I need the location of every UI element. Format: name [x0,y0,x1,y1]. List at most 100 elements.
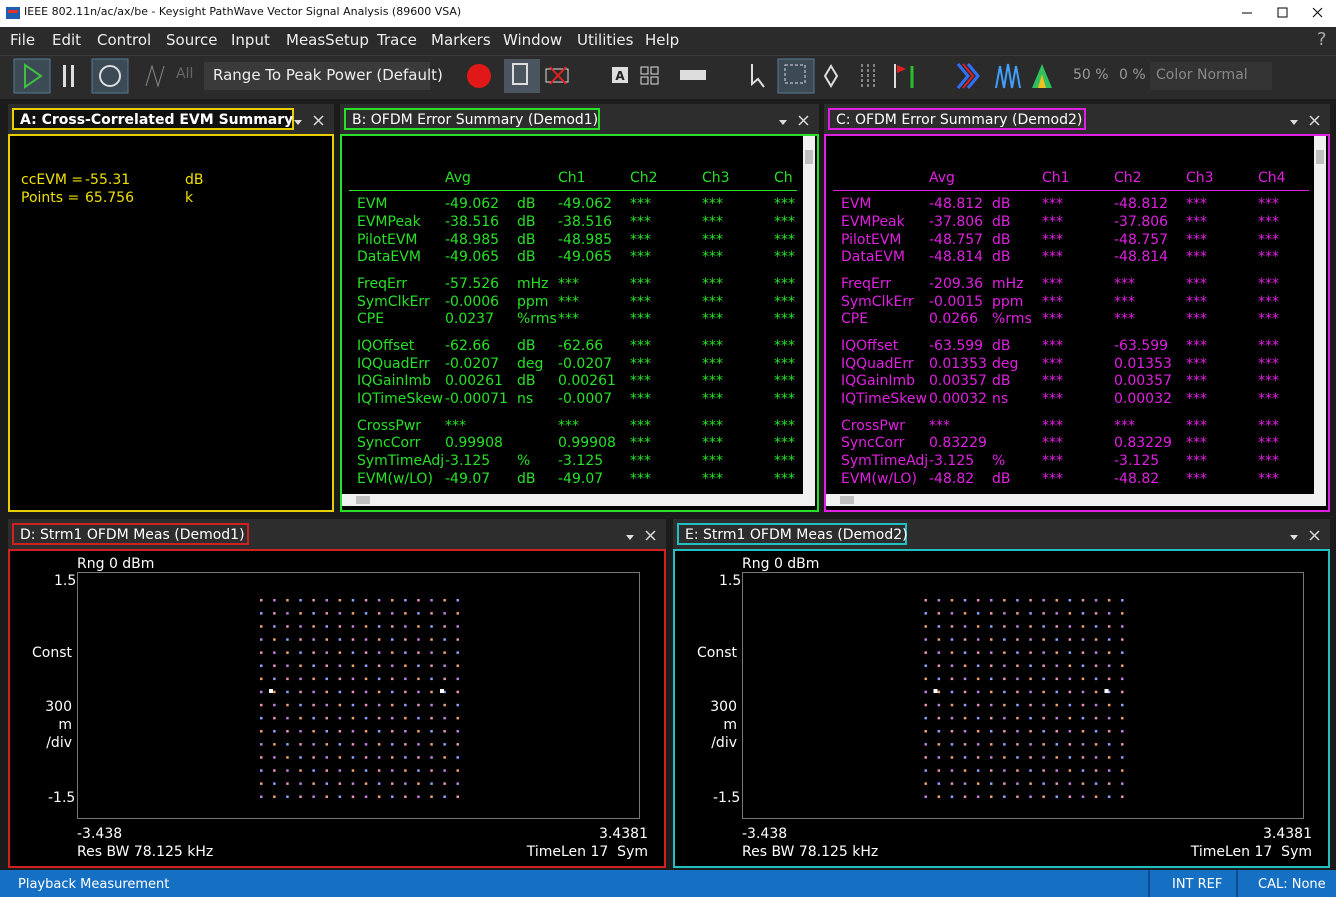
scrollbar-v[interactable] [803,136,815,494]
row-channel: *** [702,355,723,372]
time-len: TimeLen 17 Sym [526,844,648,860]
panel-body: Avg Ch1 Ch2 Ch3 Ch4 EVM -48.812 dB *** -48.812 ***… [824,134,1330,512]
panel: B: OFDM Error Summary (Demod1) Avg Ch1 Ch2 C… [340,104,819,512]
row-avg: -37.806 [929,213,984,230]
row-avg: 0.01353 [929,355,987,372]
row-avg: -49.062 [445,196,500,212]
panel-controls[interactable] [775,112,815,132]
menu-item[interactable]: File [10,31,36,49]
row-channel: *** [702,337,723,354]
row-avg: *** [445,417,466,434]
row-name: PilotEVM [841,231,902,248]
row-avg: -62.66 [445,337,491,354]
panel-controls[interactable] [1286,527,1326,547]
scrollbar-h[interactable] [342,494,815,506]
scrollbar-v[interactable] [1314,136,1326,494]
menu-item[interactable]: MeasSetup [286,31,369,49]
column-header: Ch3 [1186,170,1214,186]
row-channel: *** [630,249,651,266]
row-avg: -48.985 [445,231,500,248]
row-channel: *** [774,293,795,310]
scrollbar-thumb[interactable] [840,496,854,504]
row-channel: *** [774,417,795,434]
row-unit: dB [992,249,1011,266]
y-scale-label: m [58,717,72,733]
range-dropdown[interactable]: Range To Peak Power (Default) [213,66,443,84]
summary-unit: dB [185,172,204,188]
menu-item[interactable]: Control [97,31,152,49]
row-channel: *** [630,373,651,390]
panel-tab[interactable]: B: OFDM Error Summary (Demod1) [344,108,600,130]
window-controls[interactable] [1236,0,1336,27]
row-unit: %rms [517,311,557,328]
panel-tab[interactable]: E: Strm1 OFDM Meas (Demod2) [677,523,908,545]
summary-value: 65.756 [85,190,134,206]
row-unit: deg [992,355,1019,372]
row-channel: 0.01353 [1114,355,1172,372]
row-channel: *** [702,196,723,212]
panel-tab[interactable]: A: Cross-Correlated EVM Summary [12,108,294,130]
menu-item[interactable]: Source [166,31,218,49]
title-bar [0,0,1336,27]
row-name: SymTimeAdj [841,453,929,470]
row-channel: *** [558,311,579,328]
row-channel: *** [1258,231,1279,248]
panel-controls[interactable] [622,527,662,547]
row-channel: -3.125 [1114,453,1160,470]
column-header: Ch2 [630,170,658,186]
row-channel: *** [774,373,795,390]
y-scale-label: Const [32,645,72,661]
scrollbar-h[interactable] [826,494,1326,506]
menu-item[interactable]: Markers [431,31,491,49]
row-channel: *** [774,231,795,248]
toolbar-label: All [176,66,194,82]
row-channel: *** [1186,391,1207,408]
row-channel: *** [558,417,579,434]
row-channel: *** [774,453,795,470]
row-channel: -38.516 [558,213,613,230]
toolbar: A [0,55,1336,99]
row-channel: -0.0207 [558,355,613,372]
row-channel: -62.66 [558,337,604,354]
row-channel: *** [774,355,795,372]
panel-controls[interactable] [1286,112,1326,132]
row-avg: -48.757 [929,231,984,248]
row-unit: dB [517,373,536,390]
row-unit: mHz [517,275,549,292]
x-right-label: 3.4381 [1263,826,1312,842]
row-channel: *** [1186,231,1207,248]
row-channel: *** [1042,196,1063,212]
menu-item[interactable]: Utilities [577,31,634,49]
row-unit: % [992,453,1006,470]
row-name: EVM(w/LO) [841,471,917,487]
row-unit: ppm [992,293,1024,310]
row-name: CPE [841,311,869,328]
panel-tab[interactable]: C: OFDM Error Summary (Demod2) [828,108,1086,130]
row-channel: *** [1114,293,1135,310]
scrollbar-thumb[interactable] [356,496,370,504]
row-channel: -48.814 [1114,249,1169,266]
menu-item[interactable]: Input [231,31,270,49]
menu-item[interactable]: Help [645,31,680,49]
row-channel: -63.599 [1114,337,1169,354]
y-scale-label: /div [711,735,737,751]
row-unit: dB [992,213,1011,230]
row-name: EVMPeak [357,213,421,230]
row-channel: *** [630,293,651,310]
panel-tab[interactable]: D: Strm1 OFDM Meas (Demod1) [12,523,249,545]
scrollbar-thumb[interactable] [1316,150,1324,164]
row-channel: *** [630,275,651,292]
menu-item[interactable]: Window [503,31,563,49]
menu-item[interactable]: Edit [52,31,82,49]
row-channel: *** [1042,435,1063,452]
status-divider [1148,870,1150,897]
help-button[interactable]: ? [1317,29,1327,50]
row-channel: 0.83229 [1114,435,1172,452]
row-name: SyncCorr [841,435,905,452]
menu-item[interactable]: Trace [377,31,417,49]
scrollbar-thumb[interactable] [805,150,813,164]
row-channel: *** [1186,213,1207,230]
panel-controls[interactable] [290,112,330,132]
color-dropdown[interactable]: Color Normal [1156,67,1248,83]
y-scale-label: Const [697,645,737,661]
